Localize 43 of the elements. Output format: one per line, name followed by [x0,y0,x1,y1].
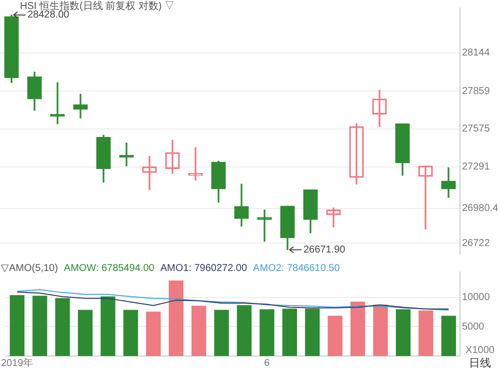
bar [282,308,297,356]
candlestick [441,167,456,198]
x-tick-label: 6 [264,358,270,369]
y-tick-label: 26722 [462,238,490,249]
bar [396,309,411,356]
y-tick-label: 26980.4 [462,203,499,214]
text: AMO1: 7960272.00 [160,262,248,274]
annotation: 26671.90 [304,244,346,256]
bar [191,306,206,356]
bar [32,296,48,356]
annotation: 28428.00 [28,10,70,21]
bar [260,309,274,356]
bar [168,280,184,356]
bar [78,310,93,356]
bar [100,296,116,356]
y-tick-label: 27575 [462,124,490,135]
bar [214,310,229,356]
text: AMO2: 7846610.50 [253,262,340,274]
chart-title: ▽AMO(5,10) [1,262,58,274]
bar [55,298,70,356]
y-tick-label: 28144 [462,48,490,59]
bar [373,304,388,356]
y-axis-title: X1000 [466,344,495,356]
y-tick-label: 27859 [462,86,490,97]
candlestick [188,147,203,181]
text: 日线 [469,356,491,370]
chart-title: HSI 恒生指数(日线 前复权 对数) ▽ [20,0,174,12]
bar [418,310,434,356]
bar [305,308,320,356]
bar [146,312,161,356]
bar [123,310,138,356]
bar [350,302,366,356]
series-label: AMOW: 6785494.00 [64,262,155,274]
bar [328,316,342,356]
y-tick-label: 27291 [462,162,490,173]
bar [10,295,24,356]
y-tick-label: 10000 [462,292,490,304]
candlestick [73,94,88,118]
bar [236,305,252,356]
bar [441,316,456,356]
x-tick-label: 2019年 [1,356,34,369]
candlestick [257,210,272,242]
y-tick-label: 5000 [462,321,485,332]
